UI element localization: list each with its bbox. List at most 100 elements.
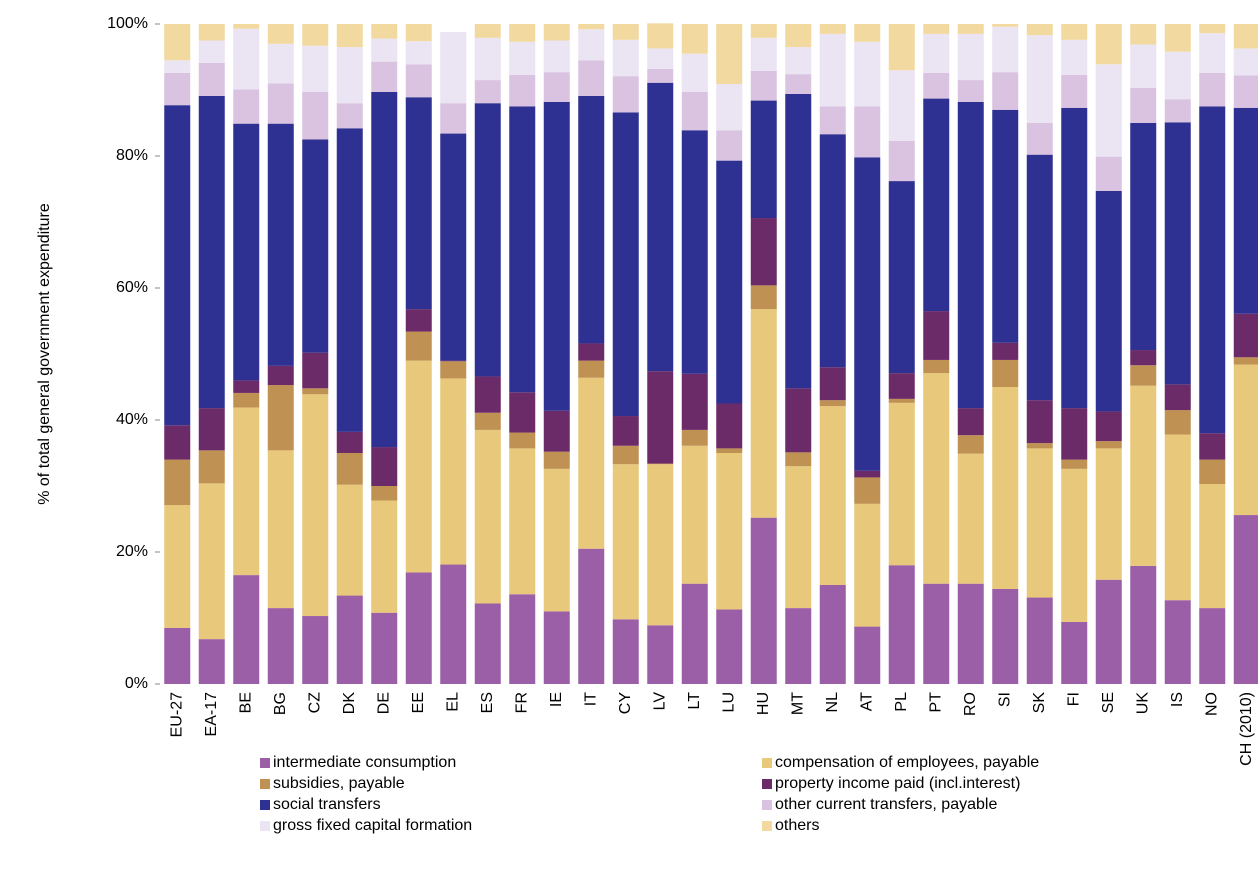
bar-segment [854, 157, 881, 471]
bar-segment [888, 181, 915, 374]
bar-segment [1061, 107, 1088, 409]
bar-segment [750, 24, 777, 38]
bar-segment [1095, 24, 1122, 65]
x-tick-label: PL [893, 692, 910, 712]
bar-segment [474, 376, 501, 413]
bar-segment [267, 365, 294, 386]
bar-segment [371, 500, 398, 613]
bar-segment [198, 40, 225, 63]
bar-segment [405, 572, 432, 684]
bar-segment [233, 575, 260, 684]
bar-segment [888, 373, 915, 399]
bar-segment [233, 380, 260, 393]
bar-segment [578, 343, 605, 361]
bar-segment [957, 583, 984, 684]
bar-segment [509, 74, 536, 107]
bar-segment [957, 101, 984, 409]
legend-swatch [260, 821, 270, 831]
bar-segment [750, 218, 777, 286]
x-tick-label: CY [617, 692, 634, 715]
bar-segment [681, 429, 708, 446]
bar-segment [1095, 579, 1122, 684]
bar-segment [612, 445, 639, 465]
bar-segment [1061, 468, 1088, 622]
bar-segment [336, 128, 363, 432]
bar-segment [198, 62, 225, 96]
bar-segment [992, 359, 1019, 387]
bar-segment [267, 83, 294, 124]
x-tick-label: SE [1100, 692, 1117, 713]
bar-segment [302, 394, 329, 617]
bar-segment [1026, 154, 1053, 401]
bar-segment [612, 416, 639, 446]
legend-swatch [762, 800, 772, 810]
x-tick-label: NO [1203, 692, 1220, 716]
bar-segment [888, 24, 915, 71]
bar-segment [302, 388, 329, 395]
bar-segment [785, 452, 812, 467]
bar-segment [509, 392, 536, 433]
x-tick-label: IS [1169, 692, 1186, 707]
bar-segment [888, 565, 915, 684]
legend-label: property income paid (incl.interest) [775, 775, 1020, 792]
legend-swatch [762, 821, 772, 831]
bar-segment [992, 588, 1019, 684]
bar-segment [371, 61, 398, 92]
bar-segment [750, 309, 777, 518]
bar-segment [267, 24, 294, 44]
bar-segment [371, 612, 398, 684]
bar-segment [1199, 433, 1226, 460]
legend-swatch [260, 758, 270, 768]
bar-segment [854, 106, 881, 158]
bar-segment [371, 486, 398, 501]
x-tick-label: BE [237, 692, 254, 713]
bar-segment [405, 41, 432, 65]
x-tick-label: EE [410, 692, 427, 713]
x-tick-label: CH (2010) [1238, 692, 1255, 766]
bar-segment [647, 464, 674, 626]
bar-segment [992, 26, 1019, 73]
bar-segment [578, 548, 605, 684]
x-tick-label: EA-17 [203, 692, 220, 737]
legend-label: social transfers [273, 796, 381, 813]
bar-segment [1164, 51, 1191, 100]
bar-segment [1095, 448, 1122, 580]
bar-segment [716, 160, 743, 404]
bar-segment [371, 38, 398, 62]
legend-label: subsidies, payable [273, 775, 405, 792]
bar-segment [1130, 385, 1157, 566]
bar-segment [336, 484, 363, 596]
bar-segment [854, 503, 881, 627]
legend-swatch [762, 779, 772, 789]
bar-segment [1130, 123, 1157, 351]
bar-segment [785, 608, 812, 684]
bar-segment [302, 91, 329, 140]
legend-label: others [775, 817, 819, 834]
x-tick-label: AT [858, 692, 875, 711]
bar-segment [819, 367, 846, 401]
x-tick-label: DE [375, 692, 392, 714]
y-tick-label: 40% [116, 411, 148, 428]
bar-segment [647, 68, 674, 83]
bar-segment [474, 603, 501, 684]
bar-segment [785, 74, 812, 94]
legend-label: compensation of employees, payable [775, 754, 1039, 771]
bar-segment [543, 611, 570, 684]
bar-segment [267, 123, 294, 366]
bar-segment [1199, 459, 1226, 485]
bar-segment [647, 371, 674, 464]
bar-segment [1095, 441, 1122, 449]
bar-segment [647, 625, 674, 684]
bar-segment [336, 595, 363, 684]
legend-label: other current transfers, payable [775, 796, 997, 813]
bar-segment [509, 448, 536, 595]
bar-segment [1164, 434, 1191, 601]
bar-segment [233, 28, 260, 90]
bar-segment [302, 24, 329, 46]
bar-segment [785, 93, 812, 389]
bar-segment [716, 24, 743, 85]
bar-segment [1199, 484, 1226, 609]
bar-segment [923, 72, 950, 99]
bar-segment [1061, 24, 1088, 40]
bar-segment [543, 451, 570, 469]
